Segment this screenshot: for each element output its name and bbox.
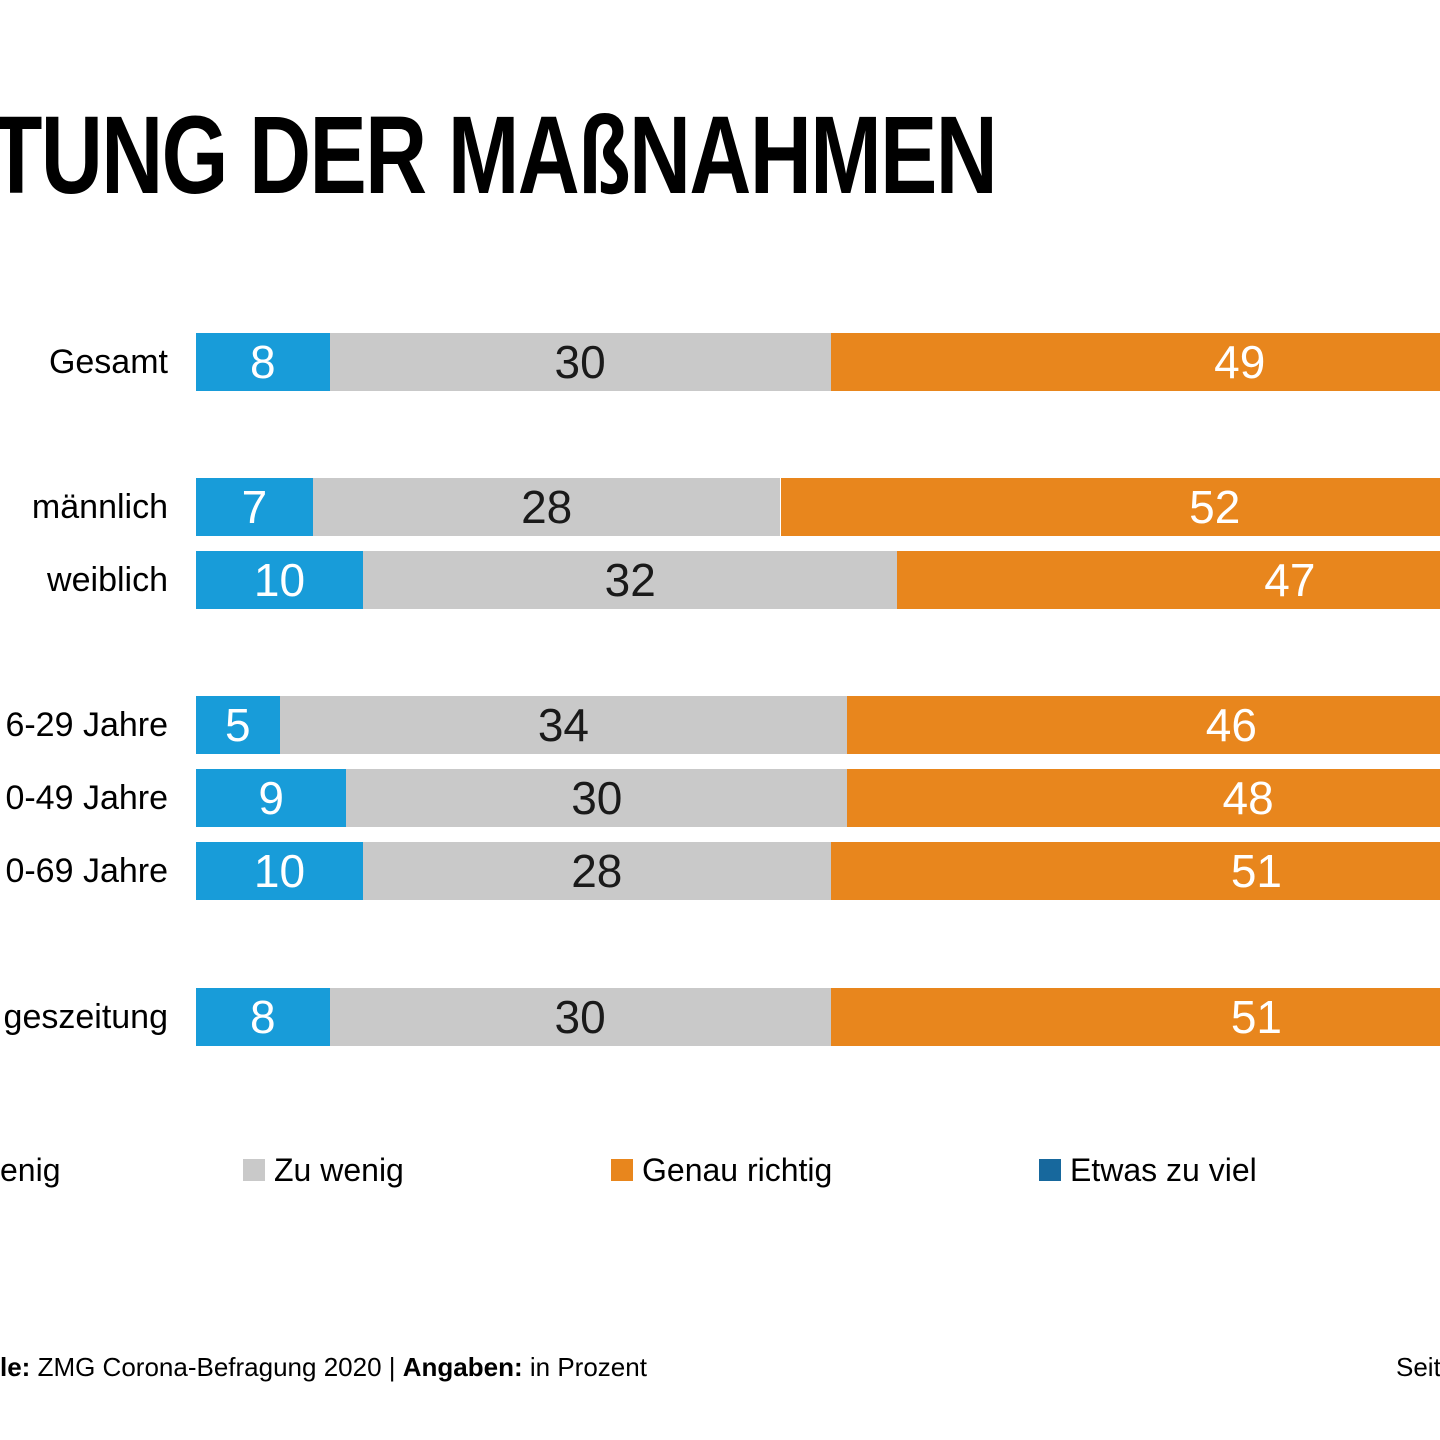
bar-segment: 30 [329, 333, 831, 391]
bar-segment: 8 [196, 333, 330, 391]
bar-segment: 34 [279, 696, 848, 754]
chart-row: männlich 7 28 52 [0, 478, 1440, 536]
category-label: geszeitung [3, 998, 168, 1036]
bar-value-label: 28 [521, 481, 573, 533]
bar-value-label: 10 [253, 845, 306, 897]
chart-row: 6-29 Jahre 5 34 46 [0, 696, 1440, 754]
bar-segment: 52 [780, 478, 1440, 536]
bar-segment: 8 [196, 988, 330, 1046]
bar-value-label: 51 [1230, 991, 1283, 1043]
legend-swatch [611, 1159, 633, 1181]
legend-item: Etwas zu viel [1039, 1148, 1257, 1192]
chart-row: 0-49 Jahre 9 30 48 [0, 769, 1440, 827]
bar-value-label: 28 [571, 845, 623, 897]
legend-item: Zu wenig [243, 1148, 404, 1192]
angaben-label: Angaben: [402, 1352, 523, 1382]
bar-track: 7 28 52 [0, 478, 1440, 536]
bar-track: 8 30 51 [0, 988, 1440, 1046]
bar-track: 5 34 46 [0, 696, 1440, 754]
category-label: Gesamt [48, 343, 168, 381]
chart-row: geszeitung 8 30 51 [0, 988, 1440, 1046]
bar-value-label: 47 [1264, 554, 1316, 606]
category-label: 0-69 Jahre [5, 852, 168, 890]
legend-item: Genau richtig [611, 1148, 832, 1192]
legend-swatch [1039, 1159, 1061, 1181]
chart-row: 0-69 Jahre 10 28 51 [0, 842, 1440, 900]
bar-track: 10 28 51 [0, 842, 1440, 900]
bar-value-label: 8 [250, 991, 276, 1043]
bar-segment: 9 [196, 769, 347, 827]
bar-segment: 48 [847, 769, 1440, 827]
bar-value-label: 10 [253, 554, 306, 606]
bar-value-label: 5 [224, 699, 251, 751]
source-label: le: [0, 1352, 31, 1382]
bar-value-label: 9 [258, 772, 284, 824]
bar-value-label: 49 [1214, 336, 1266, 388]
bar-value-label: 7 [241, 481, 268, 533]
bar-segment: 7 [196, 478, 313, 536]
page-number: Seit [1396, 1352, 1440, 1382]
bar-value-label: 32 [604, 554, 656, 606]
bar-segment: 47 [897, 551, 1440, 609]
bar-segment: 10 [196, 842, 363, 900]
source-note: le: ZMG Corona-Befragung 2020 | Angaben:… [0, 1352, 647, 1383]
bar-value-label: 30 [554, 991, 606, 1043]
bar-value-label: 30 [571, 772, 623, 824]
bar-segment: 28 [363, 842, 831, 900]
category-label: 0-49 Jahre [5, 779, 168, 817]
bar-value-label: 30 [554, 336, 606, 388]
bar-segment: 5 [196, 696, 280, 754]
category-label: männlich [31, 488, 168, 526]
bar-value-label: 48 [1222, 772, 1274, 824]
bar-track: 9 30 48 [0, 769, 1440, 827]
bar-segment: 51 [830, 842, 1440, 900]
bar-track: 10 32 47 [0, 551, 1440, 609]
bar-segment: 51 [830, 988, 1440, 1046]
bar-segment: 32 [363, 551, 898, 609]
bar-value-label: 34 [537, 699, 589, 751]
bar-segment: 30 [329, 988, 831, 1046]
chart-row: Gesamt 8 30 49 [0, 333, 1440, 391]
bar-track: 8 30 49 [0, 333, 1440, 391]
bar-value-label: 52 [1189, 481, 1241, 533]
legend-label: Genau richtig [642, 1151, 833, 1188]
bar-value-label: 8 [250, 336, 276, 388]
bar-segment: 30 [346, 769, 848, 827]
angaben-value: in Prozent [522, 1352, 647, 1382]
legend-item: enig [0, 1148, 61, 1192]
bar-segment: 49 [830, 333, 1440, 391]
source-text: ZMG Corona-Befragung 2020 | [30, 1352, 403, 1382]
category-label: 6-29 Jahre [5, 706, 168, 744]
chart-row: weiblich 10 32 47 [0, 551, 1440, 609]
legend-label: enig [0, 1151, 61, 1188]
category-label: weiblich [47, 561, 168, 599]
bar-value-label: 46 [1205, 699, 1257, 751]
bar-value-label: 51 [1230, 845, 1283, 897]
bar-segment: 46 [847, 696, 1440, 754]
bar-segment: 28 [312, 478, 781, 536]
legend-label: Etwas zu viel [1070, 1151, 1257, 1188]
bar-segment: 10 [196, 551, 363, 609]
page-title: TUNG DER MAßNAHMEN [0, 94, 998, 217]
legend-swatch [243, 1159, 265, 1181]
legend-label: Zu wenig [274, 1151, 404, 1188]
